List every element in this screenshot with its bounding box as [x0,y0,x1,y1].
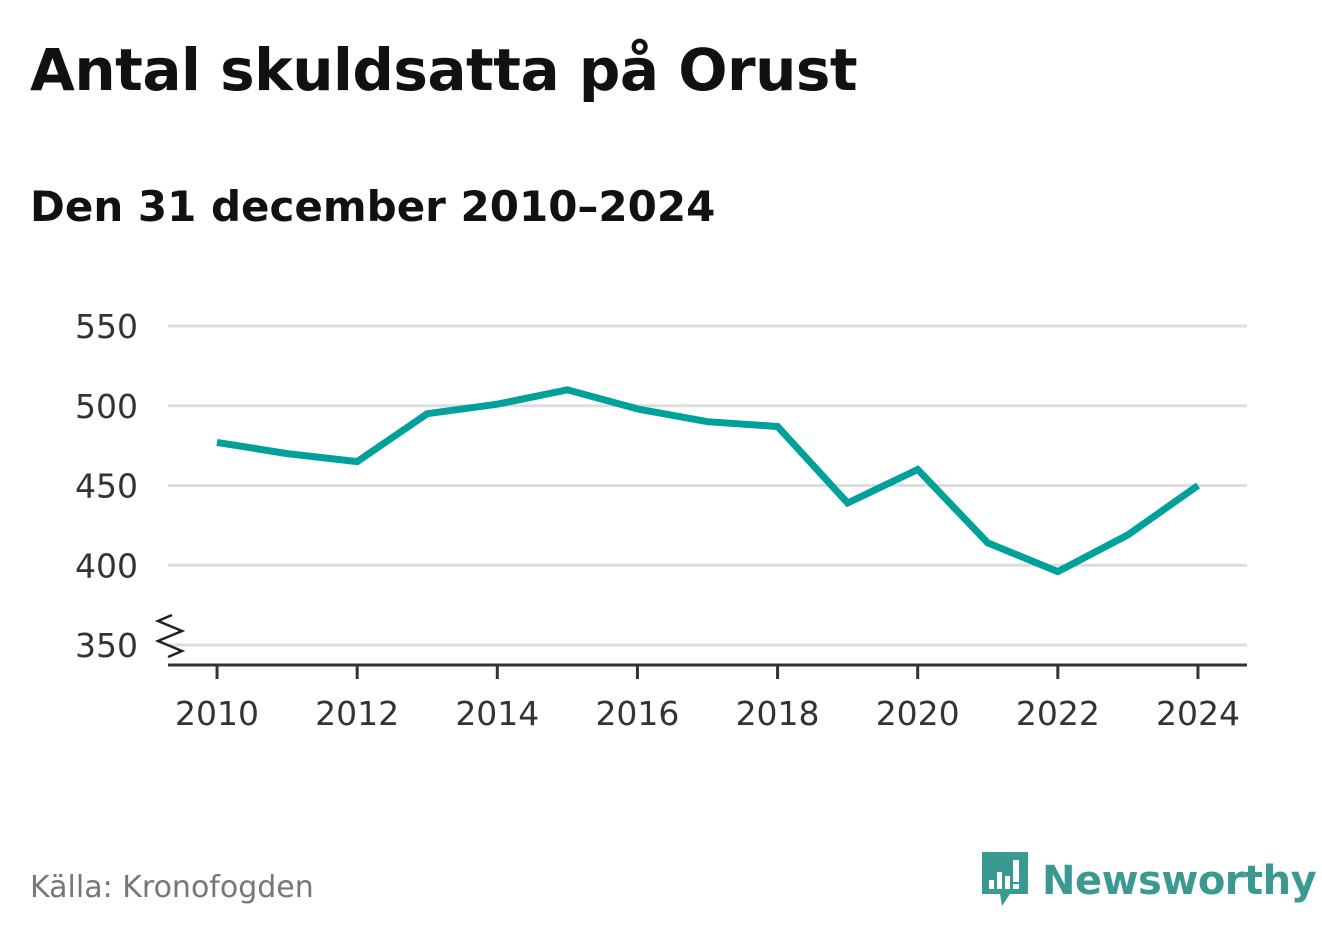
grid-lines [168,324,1247,647]
x-tick-label: 2010 [175,694,259,733]
x-tick-label: 2012 [315,694,399,733]
x-axis-labels: 2010 2012 2014 2016 2018 2020 2022 2024 [175,694,1240,733]
y-tick-label: 350 [75,626,138,665]
x-tick-label: 2020 [876,694,960,733]
chart-subtitle: Den 31 december 2010–2024 [30,182,716,231]
y-axis-labels: 350 400 450 500 550 [75,307,138,665]
x-tick-label: 2022 [1016,694,1100,733]
source-note: Källa: Kronofogden [30,870,314,905]
brand-logo: Newsworthy [980,850,1317,912]
x-tick-label: 2016 [595,694,679,733]
bar-chart-speech-bubble-icon [980,850,1030,912]
axis-break-mark [154,613,186,659]
series-line [216,386,1201,576]
y-tick-label: 500 [75,387,138,426]
x-tick-label: 2014 [455,694,539,733]
y-tick-label: 450 [75,467,138,506]
brand-name: Newsworthy [1042,858,1317,904]
y-tick-label: 400 [75,546,138,585]
x-tick-label: 2018 [736,694,820,733]
y-tick-label: 550 [75,307,138,346]
x-tick-label: 2024 [1156,694,1240,733]
chart-title: Antal skuldsatta på Orust [30,36,858,104]
x-axis [154,613,1247,679]
series-group [216,386,1201,576]
